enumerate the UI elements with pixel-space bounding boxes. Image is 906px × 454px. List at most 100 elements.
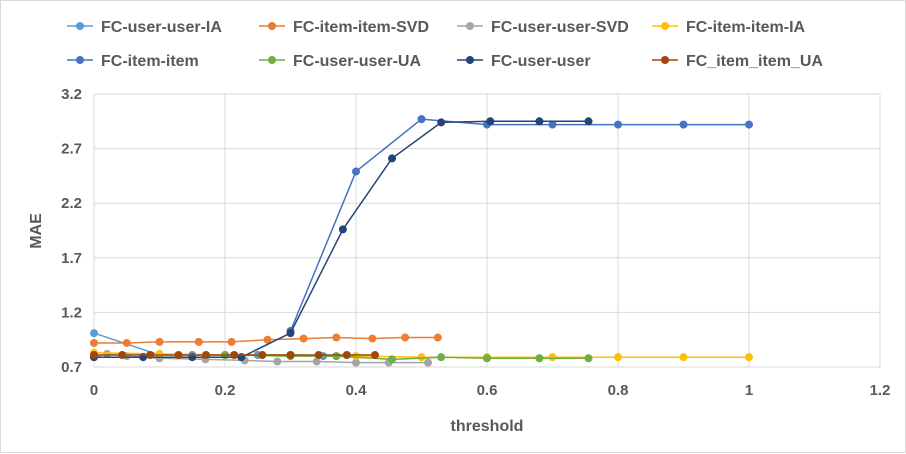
- data-point: [368, 334, 377, 343]
- data-point: [548, 120, 557, 129]
- legend-marker: [661, 22, 669, 30]
- data-point: [227, 337, 236, 346]
- data-point: [286, 350, 295, 359]
- data-point: [424, 358, 433, 367]
- data-point: [194, 337, 203, 346]
- x-tick-label: 0.4: [346, 382, 368, 399]
- data-point: [155, 337, 164, 346]
- legend-marker: [76, 22, 84, 30]
- data-point: [122, 338, 131, 347]
- data-point: [679, 120, 688, 129]
- y-tick-label: 1.7: [61, 250, 82, 267]
- y-tick-label: 2.2: [61, 195, 82, 212]
- data-point: [745, 353, 753, 362]
- data-point: [417, 115, 426, 124]
- legend-item: FC-user-user-SVD: [457, 19, 629, 36]
- data-point: [103, 349, 112, 358]
- y-axis-title: MAE: [28, 213, 45, 249]
- data-point: [388, 154, 397, 163]
- y-tick-label: 3.2: [61, 86, 82, 103]
- legend-item: FC-item-item-IA: [652, 19, 806, 36]
- data-point: [118, 350, 127, 359]
- legend-item: FC-user-user: [457, 53, 591, 70]
- legend-label: FC-user-user: [491, 53, 591, 70]
- data-point: [312, 357, 321, 366]
- legend-item: FC-item-item-SVD: [259, 19, 429, 36]
- series-lines: [90, 115, 753, 367]
- x-tick-label: 1.2: [870, 382, 891, 399]
- data-point: [370, 350, 379, 359]
- legend-item: FC_item_item_UA: [652, 53, 823, 70]
- data-point: [332, 333, 341, 342]
- legend-label: FC-item-item-SVD: [293, 19, 429, 36]
- legend-marker: [466, 22, 474, 30]
- legend-item: FC-item-item: [67, 53, 199, 70]
- data-point: [433, 333, 442, 342]
- data-point: [401, 333, 410, 342]
- data-point: [286, 329, 295, 338]
- data-point: [174, 350, 183, 359]
- data-point: [299, 334, 308, 343]
- legend-label: FC_item_item_UA: [686, 53, 823, 70]
- data-point: [614, 120, 622, 129]
- x-tick-label: 0: [90, 382, 98, 399]
- data-point: [745, 120, 753, 129]
- gridlines: [93, 93, 881, 368]
- x-tick-label: 0.8: [608, 382, 629, 399]
- x-axis-title: threshold: [451, 418, 524, 435]
- legend-item: FC-user-user-UA: [259, 53, 421, 70]
- data-point: [535, 117, 544, 126]
- data-point: [486, 117, 495, 126]
- series-6: [90, 117, 593, 362]
- data-point: [332, 352, 341, 361]
- data-point: [584, 117, 593, 126]
- data-point: [155, 349, 164, 358]
- data-point: [548, 353, 557, 362]
- data-point: [535, 354, 544, 363]
- data-point: [90, 329, 98, 338]
- data-point: [90, 338, 98, 347]
- legend-label: FC-user-user-IA: [101, 19, 222, 36]
- legend: FC-user-user-IA FC-item-item-SVD FC-user-u…: [67, 19, 823, 70]
- data-point: [388, 355, 397, 364]
- data-point: [338, 225, 347, 234]
- axes: 0 0.2 0.4 0.6 0.8 1 1.2 0.7 1.2 1.7 2.2 2.7 3.2: [61, 86, 890, 399]
- legend-label: FC-user-user-UA: [293, 53, 421, 70]
- data-point: [314, 350, 323, 359]
- series-line: [94, 120, 589, 358]
- data-point: [352, 352, 360, 361]
- data-point: [679, 353, 688, 362]
- data-point: [352, 358, 360, 367]
- legend-marker: [661, 56, 669, 64]
- data-point: [230, 350, 239, 359]
- data-point: [417, 353, 426, 362]
- data-point: [90, 350, 98, 359]
- legend-item: FC-user-user-IA: [67, 19, 222, 36]
- x-tick-label: 0.6: [477, 382, 498, 399]
- data-point: [614, 353, 622, 362]
- legend-label: FC-item-item-IA: [686, 19, 806, 36]
- data-point: [146, 350, 155, 359]
- legend-marker: [466, 56, 474, 64]
- series-7: [90, 350, 379, 359]
- data-point: [202, 350, 211, 359]
- data-point: [342, 350, 351, 359]
- y-tick-label: 2.7: [61, 141, 82, 158]
- data-point: [483, 354, 491, 363]
- x-tick-label: 1: [745, 382, 753, 399]
- data-point: [437, 353, 446, 362]
- data-point: [263, 335, 272, 344]
- series-line: [224, 354, 589, 361]
- legend-marker: [268, 22, 276, 30]
- y-tick-label: 1.2: [61, 304, 82, 321]
- legend-marker: [268, 56, 276, 64]
- series-line: [289, 118, 749, 332]
- data-point: [584, 354, 593, 363]
- data-point: [273, 357, 282, 366]
- data-point: [437, 118, 446, 127]
- y-tick-label: 0.7: [61, 359, 82, 376]
- legend-label: FC-item-item: [101, 53, 199, 70]
- series-1: [90, 333, 442, 347]
